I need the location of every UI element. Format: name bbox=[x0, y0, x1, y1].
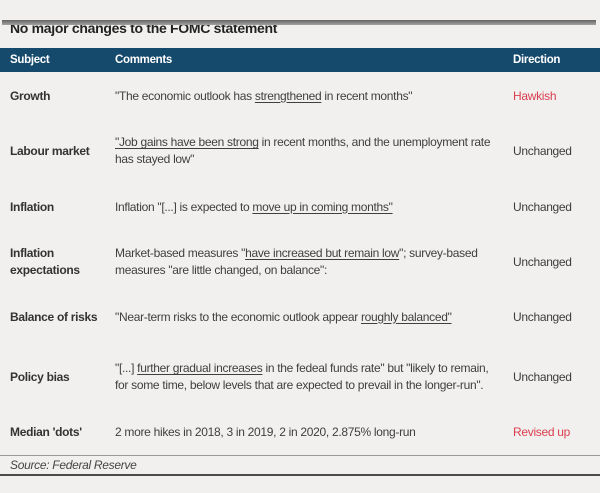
column-header-subject: Subject bbox=[10, 54, 50, 66]
table-header-row: Subject Comments Direction bbox=[0, 48, 600, 72]
bottom-divider-bar bbox=[0, 474, 600, 476]
row-comment: "Near-term risks to the economic outlook… bbox=[115, 309, 513, 326]
row-comment: 2 more hikes in 2018, 3 in 2019, 2 in 20… bbox=[115, 424, 513, 441]
table-row: Median 'dots' 2 more hikes in 2018, 3 in… bbox=[0, 412, 600, 452]
comment-emphasis-segment: further gradual increases bbox=[137, 361, 263, 375]
row-subject: Inflation expectations bbox=[10, 246, 80, 277]
table-body: Growth "The economic outlook has strengt… bbox=[0, 72, 600, 452]
comment-text-segment: "; survey-based measures "are little cha… bbox=[115, 246, 478, 277]
column-header-direction: Direction bbox=[513, 54, 561, 66]
row-direction: Unchanged bbox=[513, 254, 572, 269]
comment-text-segment: Inflation "[...] is expected to bbox=[115, 199, 253, 214]
row-direction: Unchanged bbox=[513, 199, 572, 214]
row-subject: Policy bias bbox=[10, 369, 70, 384]
comment-text-segment: "The economic outlook has bbox=[115, 88, 255, 103]
comment-text-segment: Market-based measures " bbox=[115, 246, 246, 260]
row-direction: Hawkish bbox=[513, 88, 557, 103]
comment-emphasis-segment: "Job gains have been strong bbox=[115, 135, 259, 149]
row-direction: Revised up bbox=[513, 424, 571, 439]
table-row: Inflation expectations Market-based meas… bbox=[0, 232, 600, 292]
row-comment: "[...] further gradual increases in the … bbox=[115, 360, 513, 394]
top-divider-bar bbox=[2, 20, 596, 25]
comment-text-segment: in recent months" bbox=[321, 88, 413, 103]
source-note: Source: Federal Reserve bbox=[0, 455, 600, 474]
comment-text-segment: "Near-term risks to the economic outlook… bbox=[115, 309, 361, 324]
row-comment: "The economic outlook has strengthened i… bbox=[115, 88, 513, 105]
table-row: Labour market "Job gains have been stron… bbox=[0, 120, 600, 182]
table-row: Balance of risks "Near-term risks to the… bbox=[0, 292, 600, 342]
comment-text-segment: in recent months, and the unemployment r… bbox=[115, 135, 491, 166]
row-comment: "Job gains have been strong in recent mo… bbox=[115, 134, 513, 168]
comment-emphasis-segment: roughly balanced" bbox=[360, 309, 452, 324]
row-subject: Inflation bbox=[10, 199, 54, 214]
comment-emphasis-segment: move up in coming months" bbox=[252, 199, 393, 214]
row-subject: Balance of risks bbox=[10, 309, 98, 324]
row-subject: Median 'dots' bbox=[10, 424, 82, 439]
row-comment: Inflation "[...] is expected to move up … bbox=[115, 199, 513, 216]
row-direction: Unchanged bbox=[513, 369, 572, 384]
row-direction: Unchanged bbox=[513, 143, 572, 158]
column-header-comments: Comments bbox=[115, 54, 173, 66]
comment-text-segment: "[...] bbox=[115, 361, 138, 375]
comment-emphasis-segment: have increased but remain low bbox=[245, 246, 400, 260]
comment-emphasis-segment: strengthened bbox=[254, 88, 322, 103]
table-row: Policy bias "[...] further gradual incre… bbox=[0, 342, 600, 412]
comment-text-segment: in the fedeal funds rate" but "likely to… bbox=[115, 361, 489, 392]
table-row: Inflation Inflation "[...] is expected t… bbox=[0, 182, 600, 232]
comment-text-segment: 2 more hikes in 2018, 3 in 2019, 2 in 20… bbox=[115, 424, 416, 439]
row-subject: Labour market bbox=[10, 143, 90, 158]
table-row: Growth "The economic outlook has strengt… bbox=[0, 72, 600, 120]
row-comment: Market-based measures "have increased bu… bbox=[115, 245, 513, 279]
row-subject: Growth bbox=[10, 88, 51, 103]
row-direction: Unchanged bbox=[513, 309, 572, 324]
